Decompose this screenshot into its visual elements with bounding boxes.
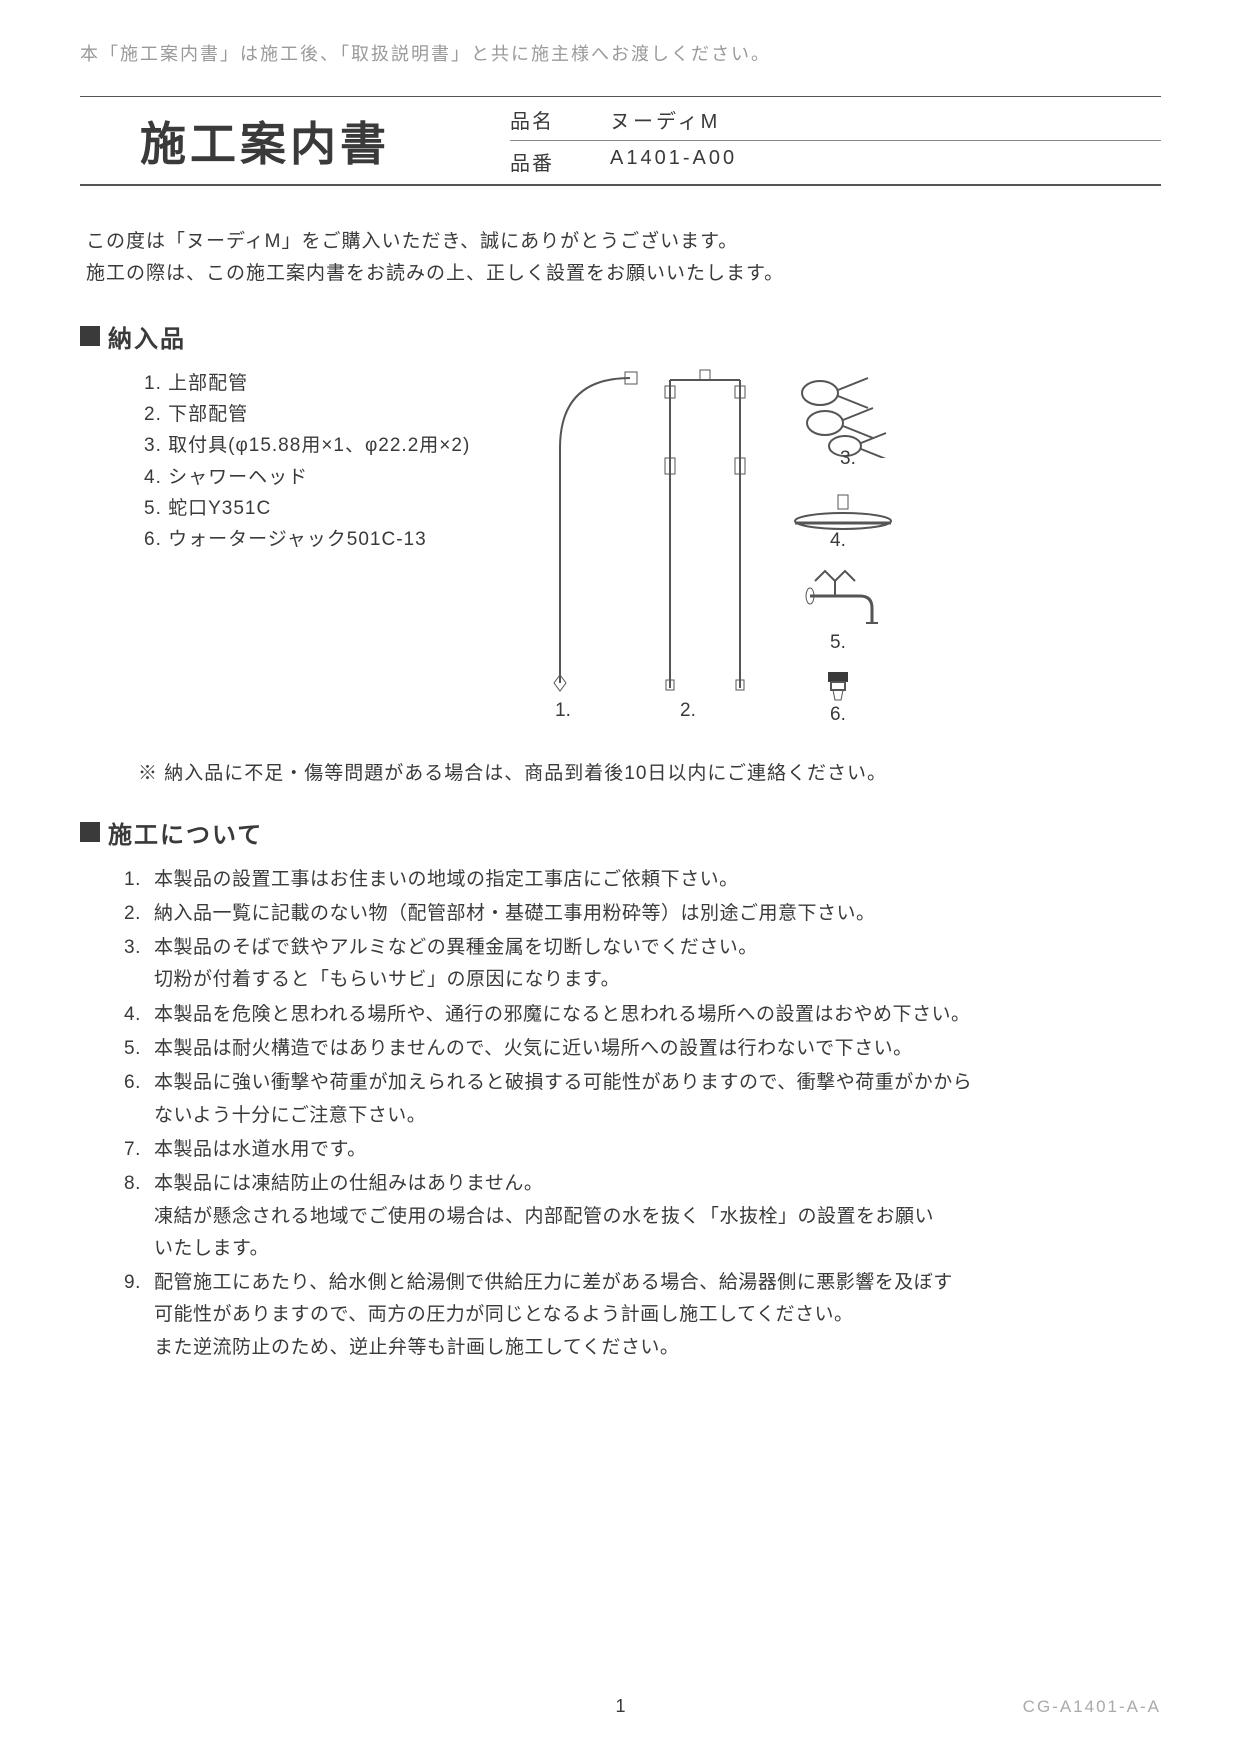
item-number: 4. <box>124 999 154 1031</box>
product-code-label: 品番 <box>510 147 590 176</box>
clamp-icon <box>790 368 900 458</box>
diagram-label-2: 2. <box>680 700 696 722</box>
product-info: 品名 ヌーディM 品番 A1401-A00 <box>510 103 1161 178</box>
water-jack-icon <box>818 668 858 708</box>
item-text: 本製品には凍結防止の仕組みはありません。 凍結が懸念される地域でご使用の場合は、… <box>154 1168 1161 1265</box>
intro-text: この度は「ヌーディM」をご購入いただき、誠にありがとうございます。 施工の際は、… <box>80 226 1161 291</box>
delivery-list: 1. 上部配管 2. 下部配管 3. 取付具(φ15.88用×1、φ22.2用×… <box>80 368 500 728</box>
item-text: 本製品は水道水用です。 <box>154 1134 1161 1166</box>
construction-item: 6.本製品に強い衝撃や荷重が加えられると破損する可能性がありますので、衝撃や荷重… <box>124 1067 1161 1132</box>
item-number: 9. <box>124 1267 154 1364</box>
document-code: CG-A1401-A-A <box>1023 1697 1161 1717</box>
faucet-icon <box>800 566 890 636</box>
construction-section: 施工について 1.本製品の設置工事はお住まいの地域の指定工事店にご依頼下さい。2… <box>80 815 1161 1364</box>
construction-item: 9.配管施工にあたり、給水側と給湯側で供給圧力に差がある場合、給湯器側に悪影響を… <box>124 1267 1161 1364</box>
item-number: 5. <box>124 1033 154 1065</box>
handover-note: 本「施工案内書」は施工後、「取扱説明書」と共に施主様へお渡しください。 <box>80 40 1161 66</box>
delivery-section: 納入品 1. 上部配管 2. 下部配管 3. 取付具(φ15.88用×1、φ22… <box>80 319 1161 785</box>
construction-item: 4.本製品を危険と思われる場所や、通行の邪魔になると思われる場所への設置はおやめ… <box>124 999 1161 1031</box>
diagram-label-4: 4. <box>830 530 846 552</box>
parts-diagram: 1. 2. <box>530 368 1161 728</box>
item-number: 7. <box>124 1134 154 1166</box>
item-number: 2. <box>124 898 154 930</box>
product-code-value: A1401-A00 <box>590 147 737 176</box>
diagram-label-1: 1. <box>555 700 571 722</box>
delivery-item: 1. 上部配管 <box>144 368 500 399</box>
item-text: 本製品は耐火構造ではありませんので、火気に近い場所への設置は行わないで下さい。 <box>154 1033 1161 1065</box>
delivery-heading-text: 納入品 <box>108 319 186 354</box>
delivery-item: 2. 下部配管 <box>144 399 500 430</box>
intro-line-1: この度は「ヌーディM」をご購入いただき、誠にありがとうございます。 <box>86 226 1161 258</box>
diagram-label-6: 6. <box>830 704 846 726</box>
item-text: 納入品一覧に記載のない物（配管部材・基礎工事用粉砕等）は別途ご用意下さい。 <box>154 898 1161 930</box>
square-bullet-icon <box>80 326 100 346</box>
construction-heading: 施工について <box>80 815 1161 850</box>
item-text: 本製品を危険と思われる場所や、通行の邪魔になると思われる場所への設置はおやめ下さ… <box>154 999 1161 1031</box>
item-text: 本製品のそばで鉄やアルミなどの異種金属を切断しないでください。 切粉が付着すると… <box>154 932 1161 997</box>
diagram-label-5: 5. <box>830 632 846 654</box>
delivery-item: 3. 取付具(φ15.88用×1、φ22.2用×2) <box>144 430 500 461</box>
item-text: 配管施工にあたり、給水側と給湯側で供給圧力に差がある場合、給湯器側に悪影響を及ぼ… <box>154 1267 1161 1364</box>
intro-line-2: 施工の際は、この施工案内書をお読みの上、正しく設置をお願いいたします。 <box>86 258 1161 290</box>
construction-item: 7.本製品は水道水用です。 <box>124 1134 1161 1166</box>
item-text: 本製品の設置工事はお住まいの地域の指定工事店にご依頼下さい。 <box>154 864 1161 896</box>
pipe-lower-icon <box>645 368 765 698</box>
delivery-notice: ※ 納入品に不足・傷等問題がある場合は、商品到着後10日以内にご連絡ください。 <box>138 758 1161 785</box>
construction-item: 5.本製品は耐火構造ではありませんので、火気に近い場所への設置は行わないで下さい… <box>124 1033 1161 1065</box>
product-name-label: 品名 <box>510 105 590 134</box>
construction-heading-text: 施工について <box>108 815 263 850</box>
page-number: 1 <box>615 1696 625 1717</box>
diagram-label-3: 3. <box>840 448 856 470</box>
construction-item: 2.納入品一覧に記載のない物（配管部材・基礎工事用粉砕等）は別途ご用意下さい。 <box>124 898 1161 930</box>
construction-item: 1.本製品の設置工事はお住まいの地域の指定工事店にご依頼下さい。 <box>124 864 1161 896</box>
delivery-item: 5. 蛇口Y351C <box>144 493 500 524</box>
construction-item: 8.本製品には凍結防止の仕組みはありません。 凍結が懸念される地域でご使用の場合… <box>124 1168 1161 1265</box>
construction-item: 3.本製品のそばで鉄やアルミなどの異種金属を切断しないでください。 切粉が付着す… <box>124 932 1161 997</box>
delivery-item: 6. ウォータージャック501C-13 <box>144 524 500 555</box>
header: 施工案内書 品名 ヌーディM 品番 A1401-A00 <box>80 96 1161 186</box>
item-number: 8. <box>124 1168 154 1265</box>
delivery-item: 4. シャワーヘッド <box>144 462 500 493</box>
item-number: 6. <box>124 1067 154 1132</box>
construction-list: 1.本製品の設置工事はお住まいの地域の指定工事店にご依頼下さい。2.納入品一覧に… <box>80 864 1161 1364</box>
square-bullet-icon <box>80 822 100 842</box>
product-name-value: ヌーディM <box>590 105 720 134</box>
item-text: 本製品に強い衝撃や荷重が加えられると破損する可能性がありますので、衝撃や荷重がか… <box>154 1067 1161 1132</box>
delivery-heading: 納入品 <box>80 319 1161 354</box>
item-number: 3. <box>124 932 154 997</box>
item-number: 1. <box>124 864 154 896</box>
document-title: 施工案内書 <box>80 108 510 174</box>
